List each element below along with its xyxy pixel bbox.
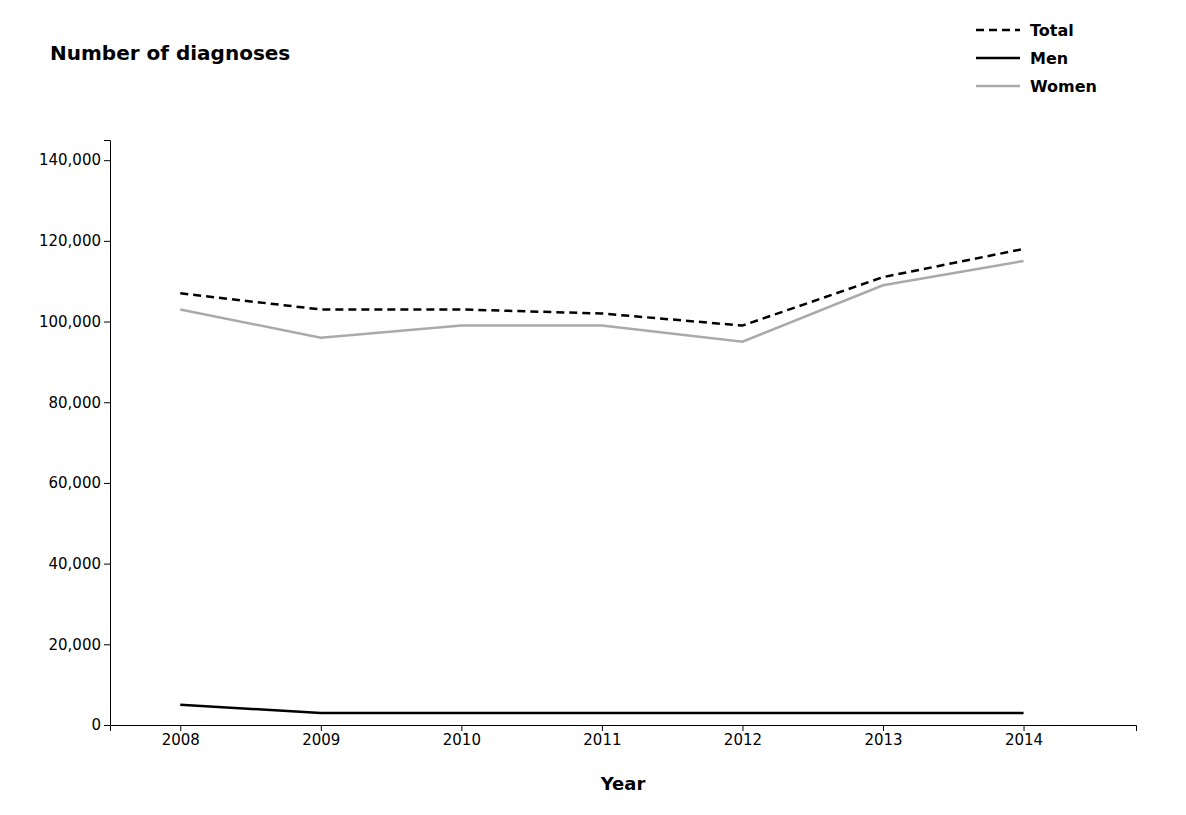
- tick: 140,000: [39, 151, 110, 169]
- legend-item: Women: [976, 77, 1097, 96]
- x-axis-title: Year: [600, 773, 646, 794]
- tick: 60,000: [49, 474, 111, 492]
- tick-mark: [104, 483, 110, 484]
- tick-label: 100,000: [39, 313, 101, 331]
- legend-swatch: [976, 57, 1020, 60]
- tick-mark: [104, 564, 110, 565]
- tick: 100,000: [39, 313, 110, 331]
- legend-label: Total: [1030, 21, 1074, 40]
- y-axis-title: Number of diagnoses: [50, 41, 290, 65]
- tick: 2014: [1005, 725, 1043, 749]
- tick-mark: [104, 725, 110, 726]
- tick-label: 20,000: [49, 636, 102, 654]
- chart: 2008 2009 2010 2011 2012 2013 2014 0 20,000 40,00…: [0, 0, 1186, 815]
- tick: 2008: [162, 725, 200, 749]
- tick-label: 2010: [443, 731, 481, 749]
- tick-label: 2012: [724, 731, 762, 749]
- plot-area: 2008 2009 2010 2011 2012 2013 2014 0 20,000 40,00…: [39, 141, 1137, 749]
- y-axis: 0 20,000 40,000 60,000 80,000 100,000 120,000 1…: [39, 141, 111, 735]
- tick: 80,000: [49, 394, 111, 412]
- axis-line: [111, 726, 1137, 732]
- tick-mark: [104, 402, 110, 403]
- axis-line: [104, 141, 111, 726]
- tick-label: 2011: [583, 731, 621, 749]
- tick-label: 40,000: [49, 555, 102, 573]
- series-line: [180, 261, 1023, 342]
- legend-swatch: [976, 29, 1020, 32]
- tick-label: 2013: [864, 731, 902, 749]
- tick: 120,000: [39, 232, 110, 250]
- legend-item: Total: [976, 21, 1074, 40]
- legend-swatch: [976, 85, 1020, 88]
- tick-mark: [104, 322, 110, 323]
- tick: 2010: [443, 725, 481, 749]
- series-line: [180, 705, 1023, 713]
- tick-label: 2008: [162, 731, 200, 749]
- tick: 40,000: [49, 555, 111, 573]
- lines: [180, 249, 1023, 713]
- tick-label: 120,000: [39, 232, 101, 250]
- tick-mark: [104, 644, 110, 645]
- tick-label: 2009: [302, 731, 340, 749]
- series-line: [180, 249, 1023, 326]
- x-axis: 2008 2009 2010 2011 2012 2013 2014: [111, 725, 1137, 749]
- tick-label: 2014: [1005, 731, 1043, 749]
- tick-mark: [104, 160, 110, 161]
- tick: 2012: [724, 725, 762, 749]
- tick: 2009: [302, 725, 340, 749]
- legend-item: Men: [976, 49, 1068, 68]
- legend: Total Men Women: [976, 21, 1097, 96]
- legend-label: Men: [1030, 49, 1068, 68]
- tick-mark: [104, 241, 110, 242]
- legend-label: Women: [1030, 77, 1097, 96]
- tick: 20,000: [49, 636, 111, 654]
- tick-label: 80,000: [49, 394, 102, 412]
- tick-label: 0: [91, 716, 101, 734]
- tick-label: 60,000: [49, 474, 102, 492]
- tick: 2013: [864, 725, 902, 749]
- tick: 0: [91, 716, 110, 734]
- tick: 2011: [583, 725, 621, 749]
- tick-label: 140,000: [39, 151, 101, 169]
